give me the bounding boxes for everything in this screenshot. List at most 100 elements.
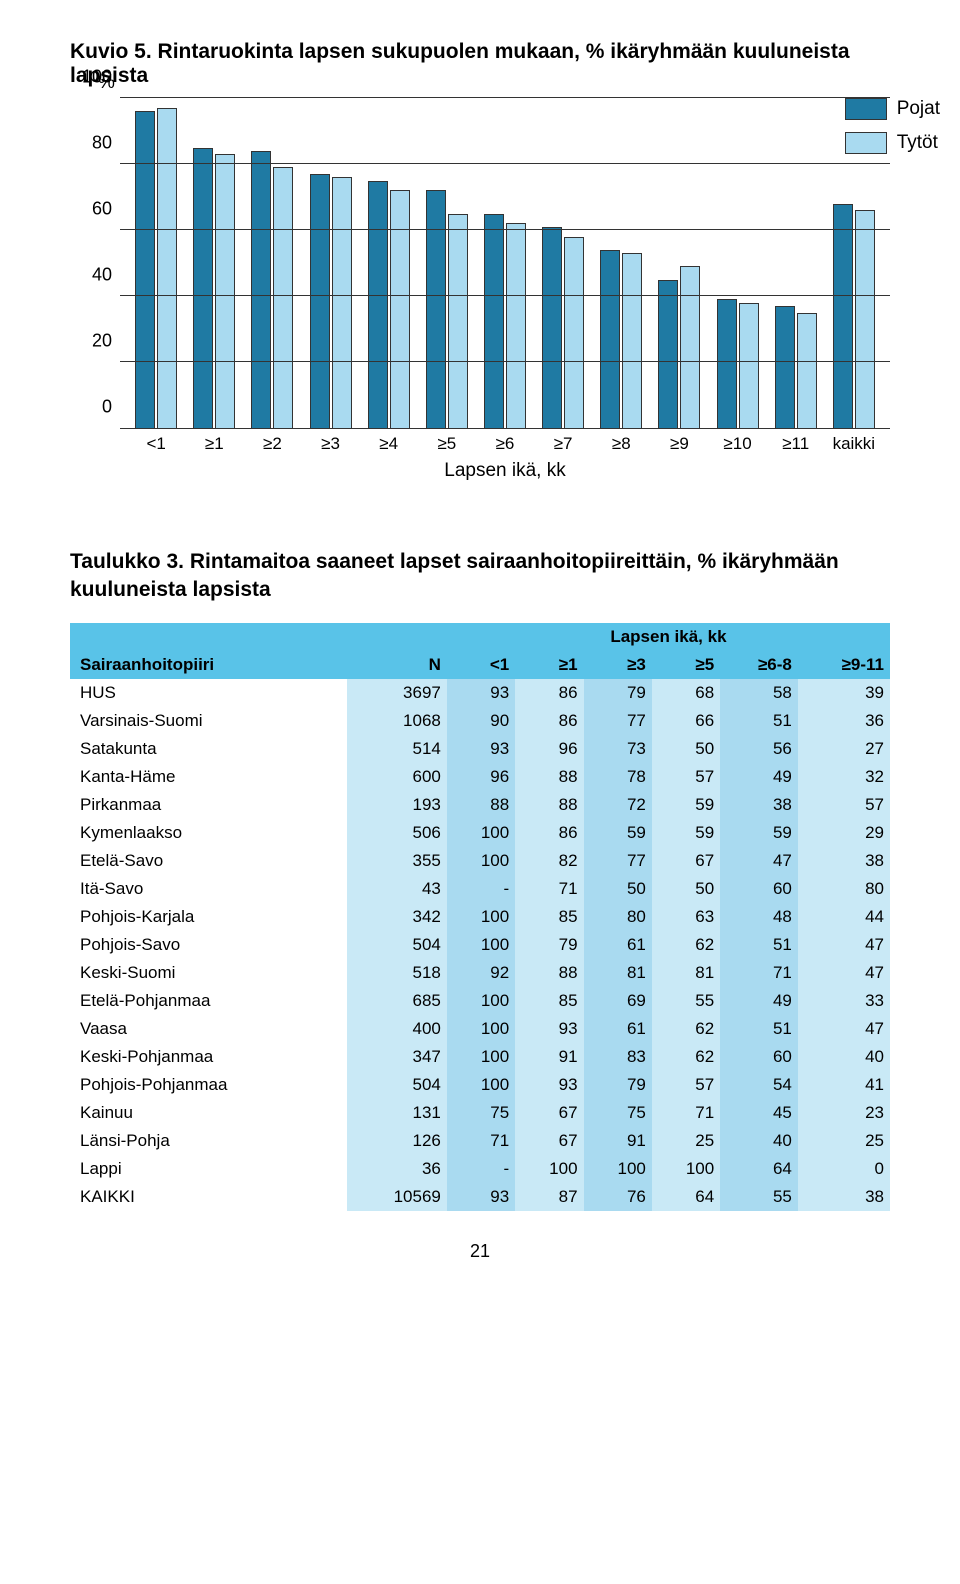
cell: 51 xyxy=(720,1015,798,1043)
table-head: Lapsen ikä, kkSairaanhoitopiiriN<1≥1≥3≥5… xyxy=(70,623,890,679)
y-tick-label: 80 xyxy=(92,133,112,154)
cell: 126 xyxy=(347,1127,447,1155)
x-tick-label: ≥6 xyxy=(483,434,527,454)
table-row: Kanta-Häme600968878574932 xyxy=(70,763,890,791)
cell: 25 xyxy=(652,1127,720,1155)
cell: 1068 xyxy=(347,707,447,735)
cell: 61 xyxy=(584,931,652,959)
cell: 57 xyxy=(798,791,890,819)
cell: 75 xyxy=(447,1099,515,1127)
table-row: Pohjois-Pohjanmaa5041009379575441 xyxy=(70,1071,890,1099)
row-name: Kainuu xyxy=(70,1099,347,1127)
cell: 100 xyxy=(447,903,515,931)
cell: 45 xyxy=(720,1099,798,1127)
bar-group xyxy=(716,299,760,428)
cell: 79 xyxy=(515,931,583,959)
row-name: Itä-Savo xyxy=(70,875,347,903)
bars-container xyxy=(120,98,890,428)
row-name: Pohjois-Karjala xyxy=(70,903,347,931)
column-header: ≥6-8 xyxy=(720,651,798,679)
row-name: Länsi-Pohja xyxy=(70,1127,347,1155)
cell: 62 xyxy=(652,1015,720,1043)
cell: 63 xyxy=(652,903,720,931)
bar xyxy=(717,299,737,428)
row-name: Varsinais-Suomi xyxy=(70,707,347,735)
cell: 79 xyxy=(584,1071,652,1099)
cell: 100 xyxy=(447,987,515,1015)
cell: 81 xyxy=(584,959,652,987)
table-row: Pohjois-Karjala3421008580634844 xyxy=(70,903,890,931)
cell: 93 xyxy=(515,1015,583,1043)
bar xyxy=(426,190,446,428)
cell: 90 xyxy=(447,707,515,735)
row-name: Lappi xyxy=(70,1155,347,1183)
row-name: KAIKKI xyxy=(70,1183,347,1211)
cell: 43 xyxy=(347,875,447,903)
cell: 83 xyxy=(584,1043,652,1071)
cell: 86 xyxy=(515,819,583,847)
cell: 91 xyxy=(584,1127,652,1155)
cell: 67 xyxy=(652,847,720,875)
plot-area xyxy=(120,98,890,429)
cell: 62 xyxy=(652,1043,720,1071)
cell: 51 xyxy=(720,707,798,735)
cell: 60 xyxy=(720,875,798,903)
cell: 51 xyxy=(720,931,798,959)
cell: 32 xyxy=(798,763,890,791)
cell: 88 xyxy=(515,763,583,791)
table-row: Kymenlaakso5061008659595929 xyxy=(70,819,890,847)
cell: 78 xyxy=(584,763,652,791)
cell: 41 xyxy=(798,1071,890,1099)
cell: 85 xyxy=(515,903,583,931)
cell: 504 xyxy=(347,1071,447,1099)
table-row: HUS3697938679685839 xyxy=(70,679,890,707)
cell: 81 xyxy=(652,959,720,987)
cell: 62 xyxy=(652,931,720,959)
cell: 57 xyxy=(652,1071,720,1099)
cell: 36 xyxy=(798,707,890,735)
cell: 23 xyxy=(798,1099,890,1127)
figure-label: Kuvio 5. xyxy=(70,40,152,63)
x-tick-label: ≥1 xyxy=(192,434,236,454)
column-header: ≥1 xyxy=(515,651,583,679)
cell: 86 xyxy=(515,707,583,735)
cell: 60 xyxy=(720,1043,798,1071)
cell: 40 xyxy=(720,1127,798,1155)
legend-label: Tytöt xyxy=(897,132,938,154)
cell: 27 xyxy=(798,735,890,763)
figure-title-text: Rintaruokinta lapsen sukupuolen mukaan, … xyxy=(70,40,850,87)
cell: 3697 xyxy=(347,679,447,707)
cell: 47 xyxy=(720,847,798,875)
table-title: Taulukko 3. Rintamaitoa saaneet lapset s… xyxy=(70,548,890,605)
legend-item-pojat: Pojat xyxy=(845,98,940,120)
cell: 29 xyxy=(798,819,890,847)
bar-group xyxy=(599,250,643,428)
data-table: Lapsen ikä, kkSairaanhoitopiiriN<1≥1≥3≥5… xyxy=(70,623,890,1211)
x-axis-title: Lapsen ikä, kk xyxy=(120,460,890,482)
cell: 93 xyxy=(447,735,515,763)
cell: 93 xyxy=(515,1071,583,1099)
row-name: Pirkanmaa xyxy=(70,791,347,819)
cell: 36 xyxy=(347,1155,447,1183)
bar xyxy=(273,167,293,428)
cell: 59 xyxy=(584,819,652,847)
cell: 72 xyxy=(584,791,652,819)
cell: 100 xyxy=(447,819,515,847)
cell: 33 xyxy=(798,987,890,1015)
cell: 56 xyxy=(720,735,798,763)
page-root: Kuvio 5. Rintaruokinta lapsen sukupuolen… xyxy=(0,0,960,1292)
bar xyxy=(215,154,235,428)
bar-chart: % 020406080100 <1≥1≥2≥3≥4≥5≥6≥7≥8≥9≥10≥1… xyxy=(70,98,890,488)
cell: 71 xyxy=(447,1127,515,1155)
figure-title: Kuvio 5. Rintaruokinta lapsen sukupuolen… xyxy=(70,40,890,88)
bar xyxy=(564,237,584,428)
cell: 39 xyxy=(798,679,890,707)
cell: 96 xyxy=(515,735,583,763)
cell: 518 xyxy=(347,959,447,987)
table-row: Itä-Savo43-7150506080 xyxy=(70,875,890,903)
bar xyxy=(332,177,352,428)
cell: 100 xyxy=(584,1155,652,1183)
cell: 600 xyxy=(347,763,447,791)
bar-group xyxy=(309,174,353,428)
cell: - xyxy=(447,875,515,903)
